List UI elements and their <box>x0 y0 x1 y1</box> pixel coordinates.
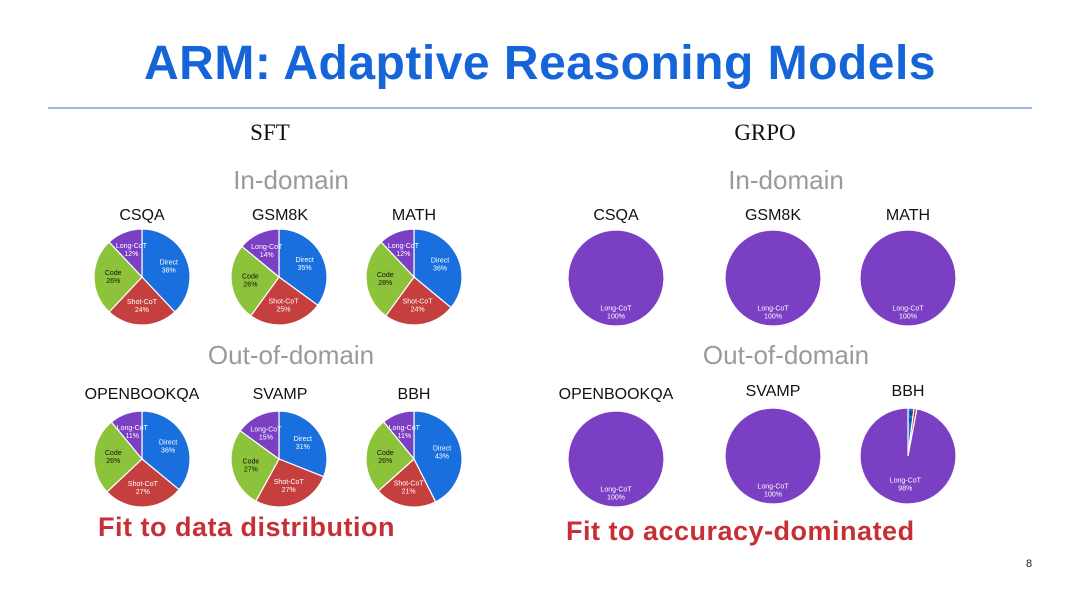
sft-bbh-slice-code <box>365 420 415 492</box>
sft-takeaway: Fit to data distribution <box>98 512 395 542</box>
sft-gsm8k-label-shot-cot: Shot-CoT 25% <box>269 298 300 313</box>
sft-gsm8k-slice-shot-cot <box>249 276 319 326</box>
grpo-svamp-label-long-cot: Long-CoT 100% <box>757 484 789 499</box>
sft-gsm8k-slice-direct <box>278 228 328 307</box>
grpo-takeaway: Fit to accuracy-dominated <box>566 516 915 546</box>
sft-gsm8k-slice-long-cot <box>241 228 280 279</box>
grpo-csqa-pie: Long-CoT 100% <box>567 229 665 327</box>
grpo-svamp-slice-long-cot <box>724 407 822 505</box>
grpo-csqa-slice-long-cot <box>567 229 665 327</box>
sft-math-slice-code <box>365 241 415 317</box>
sft-csqa-label-direct: Direct 38% <box>160 259 178 274</box>
grpo-openbookqa-pie: Long-CoT 100% <box>567 410 665 508</box>
sft-math-pie: Direct 36% Shot-CoT 24% Code 28% Long-CoT 12% <box>365 228 463 326</box>
sft-gsm8k-title: GSM8K <box>251 207 308 224</box>
sft-openbookqa-slice-direct <box>141 410 191 491</box>
sft-bbh-slice-shot-cot <box>377 458 437 508</box>
grpo-bbh-title: BBH <box>891 383 925 400</box>
sft-bbh-pie: Direct 43% Shot-CoT 21%Code 26% Long-CoT 11% <box>365 410 463 508</box>
sft-svamp-label-long-cot: Long-CoT 15% <box>250 426 282 441</box>
grpo-openbookqa-slice-long-cot <box>567 410 665 508</box>
sft-svamp-label-code: Code 27% <box>243 458 260 473</box>
sft-csqa-label-shot-cot: Shot-CoT 24% <box>127 299 158 314</box>
grpo-gsm8k-pie: Long-CoT 100% <box>724 229 822 327</box>
sft-math-slice-direct <box>413 228 463 309</box>
sft-svamp-slice-code <box>230 429 280 502</box>
sft-svamp-title: SVAMP <box>252 386 308 403</box>
sft-math-label-long-cot: Long-CoT 12% <box>388 243 420 258</box>
grpo-bbh-label-long-cot: Long-CoT 98% <box>890 478 922 493</box>
grpo-math-title: MATH <box>885 207 931 224</box>
sft-openbookqa-label-code: Code 26% <box>105 450 122 465</box>
sft-svamp-slice-long-cot <box>239 410 280 461</box>
sft-math-title: MATH <box>391 207 437 224</box>
grpo-csqa-title: CSQA <box>593 207 639 224</box>
sft-bbh-slice-direct <box>413 410 463 503</box>
grpo-bbh-label-direct: Direct 2% <box>901 410 919 425</box>
sft-csqa-slice-shot-cot <box>108 276 176 326</box>
sft-csqa-slice-direct <box>141 228 191 313</box>
page-number: 8 <box>1026 558 1033 570</box>
grpo-openbookqa-label-long-cot: Long-CoT 100% <box>600 487 632 502</box>
grpo-out-of-domain-label: Out-of-domain <box>702 340 870 370</box>
sft-gsm8k-label-long-cot: Long-CoT 14% <box>251 244 283 259</box>
sft-bbh-title: BBH <box>397 386 431 403</box>
sft-csqa-pie: Direct 38% Shot-CoT 24% Code 26% Long-CoT 12% <box>93 228 191 326</box>
sft-svamp-label-direct: Direct 31% <box>294 436 312 451</box>
grpo-gsm8k-slice-long-cot <box>724 229 822 327</box>
grpo-svamp-title: SVAMP <box>745 383 801 400</box>
sft-bbh-label-code: Code 26% <box>377 450 394 465</box>
sft-bbh-label-shot-cot: Shot-CoT 21% <box>394 480 425 495</box>
sft-math-label-code: Code 28% <box>377 272 394 287</box>
grpo-openbookqa-title: OPENBOOKQA <box>558 386 674 403</box>
grpo-gsm8k-label-long-cot: Long-CoT 100% <box>757 306 789 321</box>
sft-math-label-shot-cot: Shot-CoT 24% <box>403 299 434 314</box>
sft-openbookqa-title: OPENBOOKQA <box>84 386 200 403</box>
sft-openbookqa-pie: Direct 36% Shot-CoT 27% Code 26% Long-CoT 11% <box>93 410 191 508</box>
grpo-math-pie: Long-CoT 100% <box>859 229 957 327</box>
sft-csqa-label-code: Code 26% <box>105 270 122 285</box>
grpo-math-label-long-cot: Long-CoT 100% <box>892 306 924 321</box>
sft-math-label-direct: Direct 36% <box>431 258 449 273</box>
sft-svamp-slice-direct <box>278 410 328 478</box>
grpo-csqa-label-long-cot: Long-CoT 100% <box>600 306 632 321</box>
grpo-bbh-slice-long-cot <box>859 407 957 505</box>
sft-openbookqa-slice-code <box>93 421 143 493</box>
sft-svamp-pie: Direct 31% Shot-CoT 27% Code 27% Long-CoT 15% <box>230 410 328 508</box>
sft-bbh-slice-long-cot <box>382 410 415 461</box>
grpo-svamp-pie: Long-CoT 100% <box>724 407 822 505</box>
grpo-gsm8k-title: GSM8K <box>744 207 801 224</box>
sft-openbookqa-label-shot-cot: Shot-CoT 27% <box>128 481 159 496</box>
slide-title: ARM: Adaptive Reasoning Models <box>144 37 936 90</box>
sft-in-domain-label: In-domain <box>233 165 349 195</box>
sft-csqa-title: CSQA <box>119 207 165 224</box>
sft-openbookqa-slice-shot-cot <box>106 458 180 508</box>
sft-bbh-label-long-cot: Long-CoT 11% <box>389 425 421 440</box>
sft-out-of-domain-label: Out-of-domain <box>207 340 375 370</box>
sft-math-slice-long-cot <box>380 228 415 279</box>
sft-openbookqa-label-long-cot: Long-CoT 11% <box>117 425 149 440</box>
sft-csqa-label-long-cot: Long-CoT 12% <box>116 243 148 258</box>
sft-csqa-slice-code <box>93 241 143 313</box>
sft-svamp-label-shot-cot: Shot-CoT 27% <box>274 479 305 494</box>
sft-csqa-slice-long-cot <box>108 228 143 279</box>
title-divider <box>48 107 1032 109</box>
sft-gsm8k-pie: Direct 35% Shot-CoT 25% Code 26% Long-CoT 14% <box>230 228 328 326</box>
sft-gsm8k-label-direct: Direct 35% <box>296 257 314 272</box>
sft-panel-label: SFT <box>250 120 290 145</box>
sft-math-slice-shot-cot <box>384 276 452 326</box>
sft-gsm8k-label-code: Code 26% <box>242 274 259 289</box>
sft-openbookqa-label-direct: Direct 36% <box>159 440 177 455</box>
grpo-math-slice-long-cot <box>859 229 957 327</box>
grpo-in-domain-label: In-domain <box>728 165 844 195</box>
sft-bbh-label-direct: Direct 43% <box>433 445 451 460</box>
grpo-panel-label: GRPO <box>734 120 796 145</box>
sft-openbookqa-slice-long-cot <box>110 410 143 461</box>
sft-gsm8k-slice-code <box>230 245 280 317</box>
